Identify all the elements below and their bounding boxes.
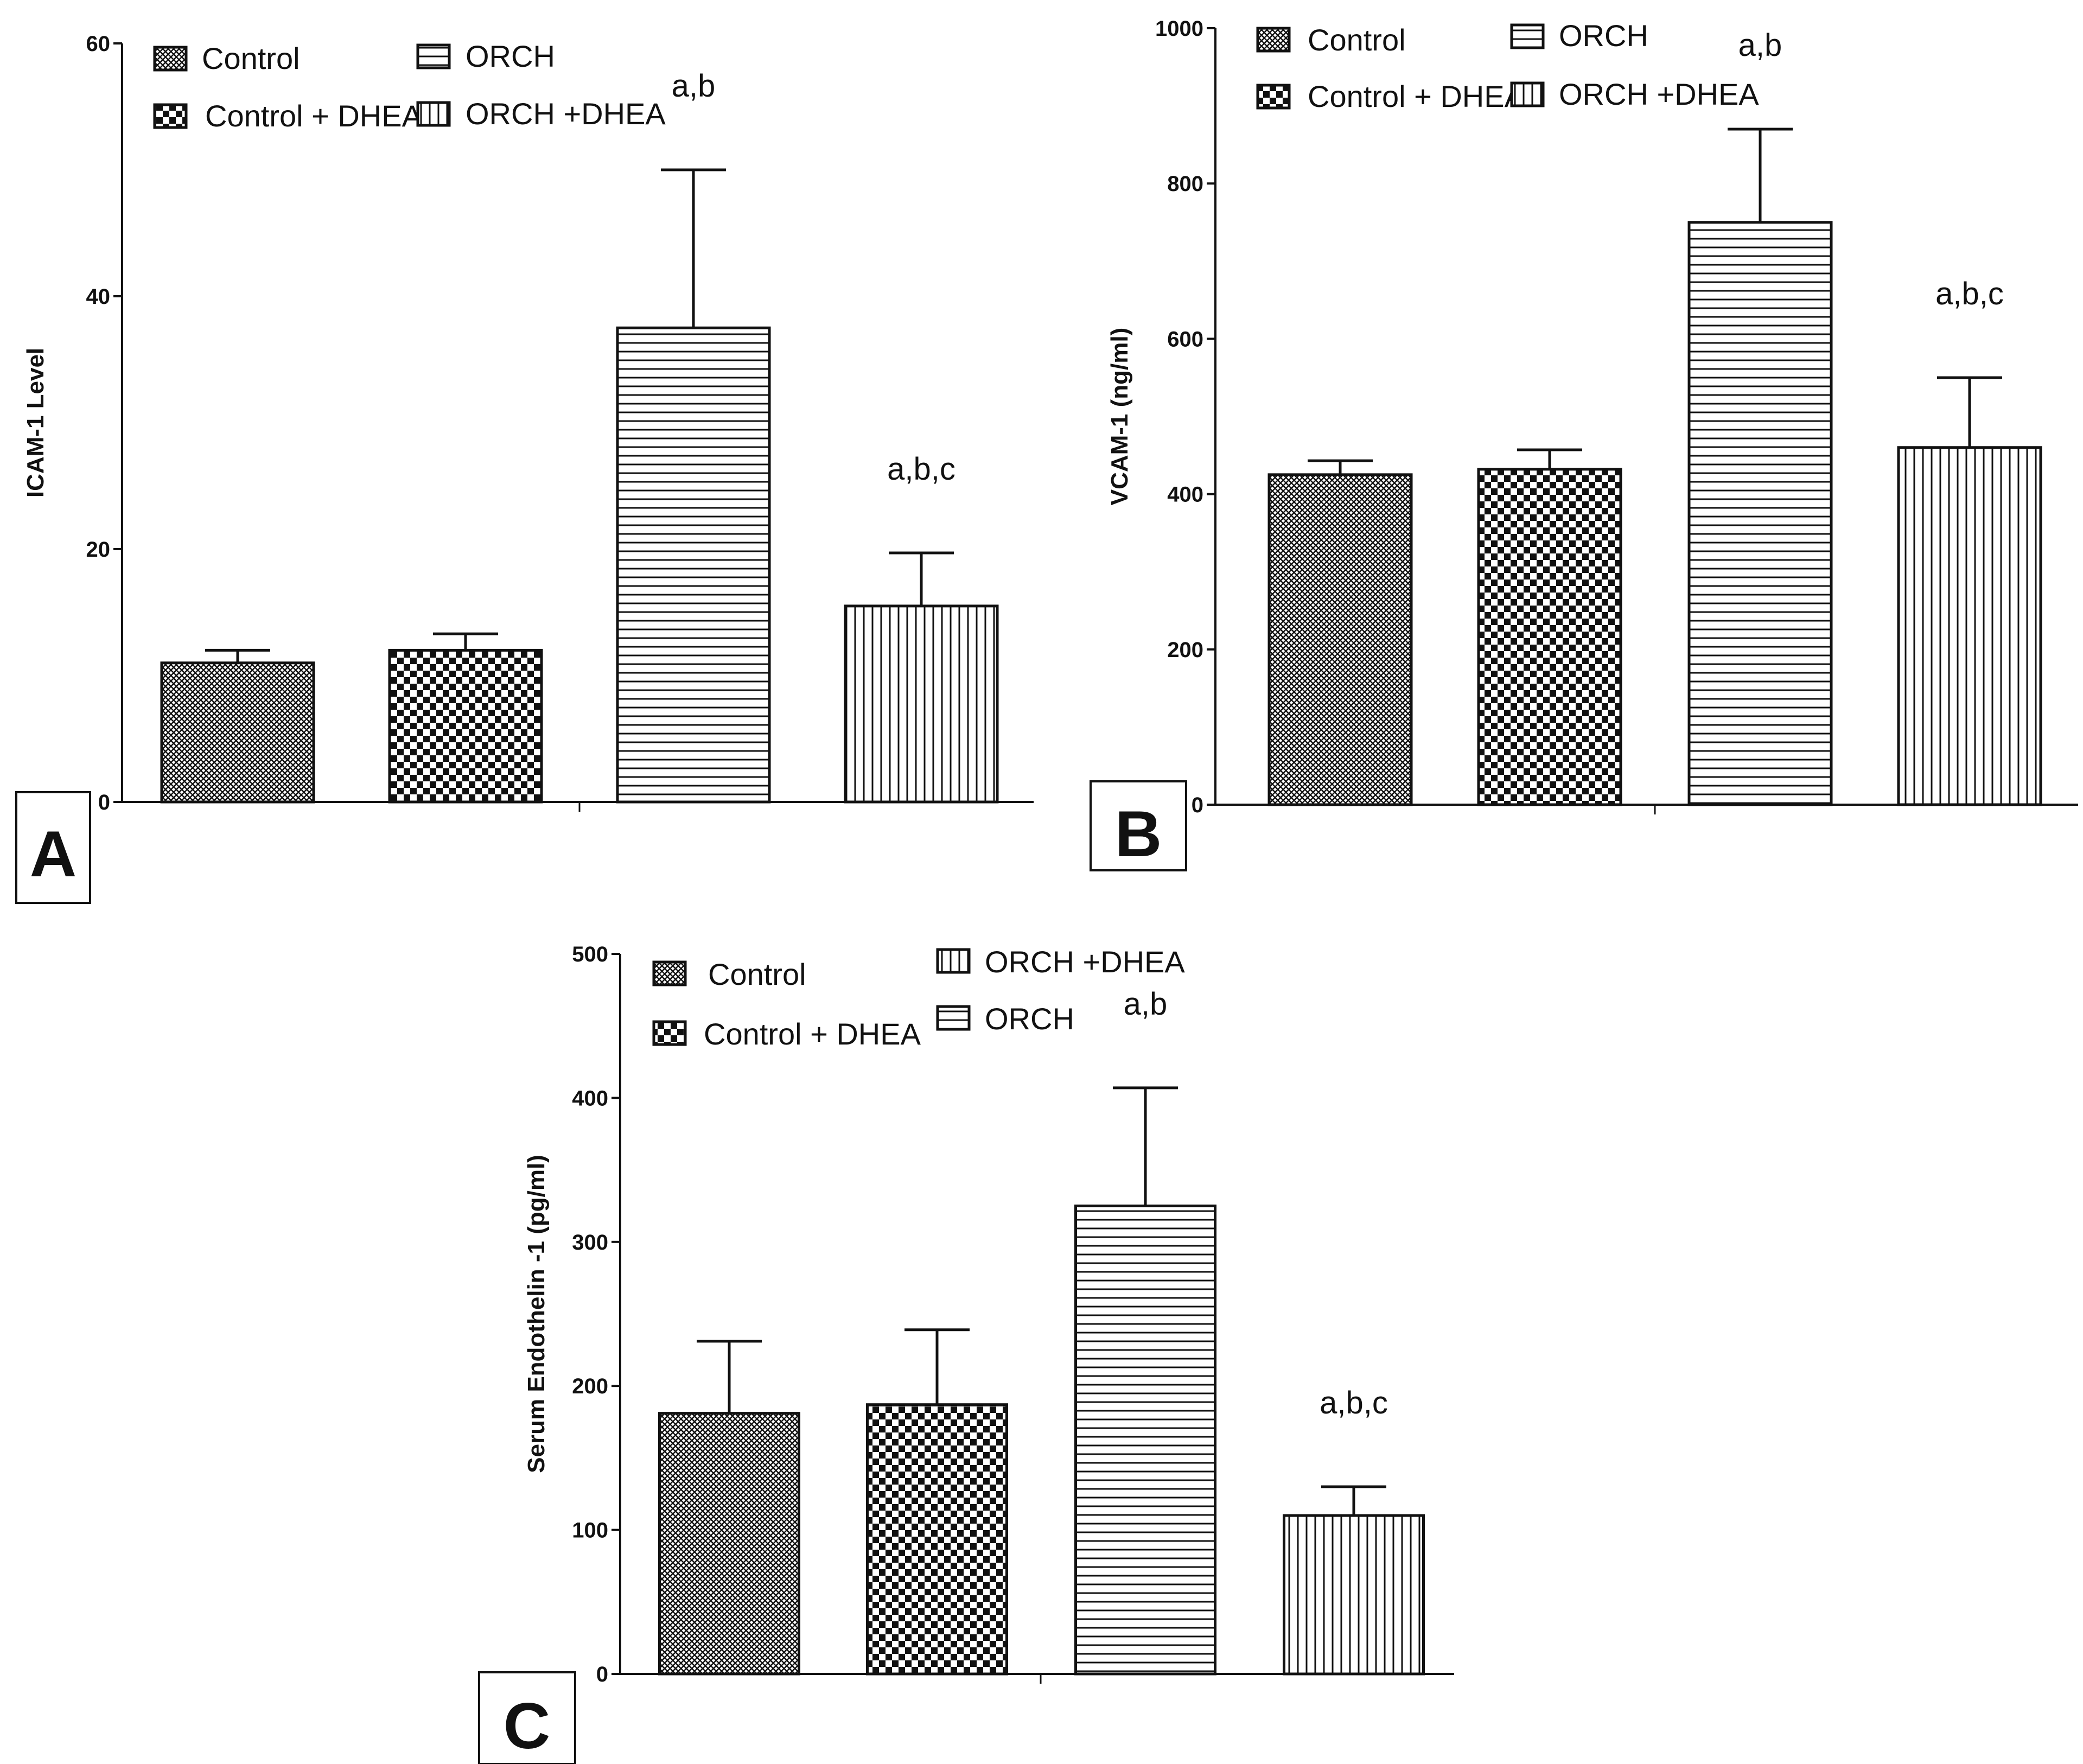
legend-swatch-orch-dhea xyxy=(416,101,451,127)
significance-label: a,b,c xyxy=(887,451,955,487)
y-tick-label: 20 xyxy=(86,538,111,562)
panel-c: Control ORCH +DHEA Control + DHEA ORCH 0… xyxy=(523,943,1454,1686)
legend-label: ORCH +DHEA xyxy=(1559,77,1759,111)
legend-label: ORCH xyxy=(1559,18,1648,53)
legend-label: Control xyxy=(708,957,806,991)
bar xyxy=(1074,1204,1216,1676)
legend-label: Control + DHEA xyxy=(704,1017,921,1051)
legend-swatch-control-dhea xyxy=(153,103,188,129)
y-tick-label: 400 xyxy=(572,1086,608,1110)
bar xyxy=(1897,446,2042,806)
legend-swatch-control xyxy=(1256,27,1291,53)
significance-label: a,b xyxy=(1124,986,1168,1022)
panel-b: Control ORCH Control + DHEA ORCH +DHEA 0… xyxy=(1106,17,2078,817)
y-tick-label: 60 xyxy=(86,32,111,56)
bar xyxy=(1687,221,1833,806)
panel-label-b: B xyxy=(1090,780,1187,871)
y-tick-label: 0 xyxy=(98,791,110,814)
legend-label: ORCH xyxy=(985,1002,1074,1036)
legend-label: Control + DHEA xyxy=(205,99,423,133)
significance-label: a,b xyxy=(1738,28,1782,63)
y-tick-label: 40 xyxy=(86,285,111,309)
panel-b-legend: Control ORCH Control + DHEA ORCH +DHEA xyxy=(1256,18,1759,113)
y-tick-label: 200 xyxy=(1167,638,1203,662)
legend-swatch-control-dhea xyxy=(652,1020,687,1046)
bar xyxy=(844,604,999,804)
y-tick-label: 0 xyxy=(1192,793,1203,817)
bar xyxy=(388,648,543,804)
legend-label: ORCH xyxy=(466,39,555,73)
y-axis-title: ICAM-1 Level xyxy=(22,348,49,498)
bar xyxy=(1477,468,1622,806)
y-tick-label: 300 xyxy=(572,1231,608,1254)
legend-swatch-orch xyxy=(936,1005,971,1031)
legend-swatch-control-dhea xyxy=(1256,84,1291,110)
significance-label: a,b,c xyxy=(1935,276,2004,311)
bar xyxy=(1283,1514,1425,1676)
bar xyxy=(616,326,771,804)
panel-letter-c: C xyxy=(504,1690,551,1762)
legend-label: Control + DHEA xyxy=(1308,79,1525,113)
panel-letter-a: A xyxy=(30,818,77,890)
significance-label: a,b xyxy=(672,68,716,104)
bar xyxy=(658,1412,800,1676)
y-tick-label: 400 xyxy=(1167,483,1203,507)
legend-label: ORCH +DHEA xyxy=(985,945,1185,979)
significance-label: a,b,c xyxy=(1320,1385,1388,1421)
y-tick-label: 0 xyxy=(596,1663,608,1686)
y-tick-label: 200 xyxy=(572,1374,608,1398)
legend-swatch-orch-dhea xyxy=(1510,81,1545,107)
panel-letter-b: B xyxy=(1115,798,1162,870)
y-tick-label: 600 xyxy=(1167,327,1203,351)
bar xyxy=(160,661,315,804)
panel-a-legend: Control Control + DHEA ORCH ORCH +DHEA xyxy=(153,39,666,133)
legend-swatch-control xyxy=(652,960,687,986)
legend-swatch-orch xyxy=(416,43,451,69)
y-tick-label: 1000 xyxy=(1155,17,1203,41)
panel-c-legend: Control ORCH +DHEA Control + DHEA ORCH xyxy=(652,945,1185,1051)
legend-swatch-orch-dhea xyxy=(936,948,971,974)
legend-label: Control xyxy=(202,41,300,75)
bar xyxy=(1267,473,1413,806)
y-tick-label: 500 xyxy=(572,943,608,966)
legend-label: ORCH +DHEA xyxy=(466,97,666,131)
legend-swatch-control xyxy=(153,46,188,72)
y-tick-label: 800 xyxy=(1167,172,1203,196)
bar xyxy=(866,1403,1008,1676)
panel-label-a: A xyxy=(15,791,91,904)
y-axis-title: VCAM-1 (ng/ml) xyxy=(1106,328,1133,506)
panel-label-c: C xyxy=(478,1671,576,1764)
y-axis-title: Serum Endothelin -1 (pg/ml) xyxy=(523,1155,550,1473)
panel-a: Control Control + DHEA ORCH ORCH +DHEA 0… xyxy=(22,32,1034,814)
y-tick-label: 100 xyxy=(572,1519,608,1543)
legend-label: Control xyxy=(1308,23,1406,57)
legend-swatch-orch xyxy=(1510,23,1545,49)
